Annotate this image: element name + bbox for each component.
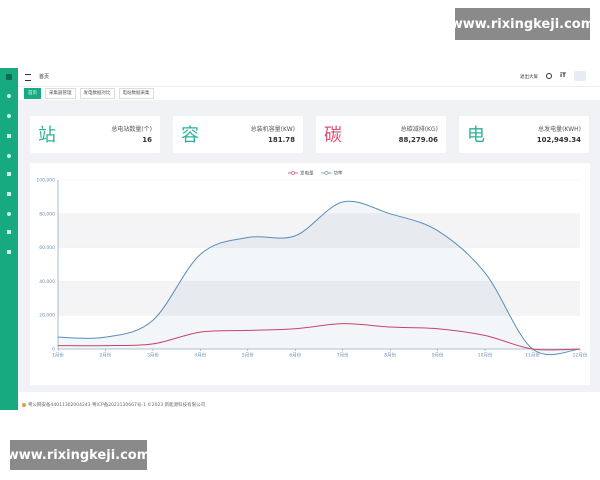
menu-icon[interactable] bbox=[7, 230, 11, 234]
card-icon: 碳 bbox=[324, 125, 342, 146]
tab[interactable]: 发电数据对比 bbox=[79, 88, 115, 99]
footer: 粤公网安备44011302004243 粤ICP备2023130667号-1 ©… bbox=[28, 403, 206, 408]
x-tick-label: 7月份 bbox=[337, 352, 349, 359]
tab[interactable]: 电站数据采集 bbox=[118, 88, 154, 99]
sidebar bbox=[0, 68, 18, 410]
x-tick-label: 1月份 bbox=[52, 352, 64, 359]
chart: 0 20,000 40,000 60,000 80,000 100,000 1月份 2月份 3月… bbox=[36, 170, 588, 359]
card-label: 总发电量(KWH) bbox=[538, 126, 581, 133]
chart-panel: 0 20,000 40,000 60,000 80,000 100,000 1月份 2月份 3月… bbox=[30, 163, 590, 385]
y-tick-label: 0 bbox=[52, 347, 55, 353]
menu-icon[interactable] bbox=[7, 134, 11, 138]
card-value: 181.78 bbox=[267, 136, 295, 144]
menu-icon[interactable] bbox=[7, 250, 11, 254]
x-tick-label: 8月份 bbox=[384, 352, 396, 359]
font-size-button[interactable]: iT bbox=[560, 72, 567, 79]
user-avatar[interactable] bbox=[574, 71, 586, 81]
legend-marker bbox=[291, 171, 295, 175]
footer-icon bbox=[22, 403, 26, 407]
card-icon: 电 bbox=[467, 125, 485, 146]
search-button[interactable] bbox=[546, 73, 552, 79]
grid-band bbox=[58, 247, 580, 282]
menu-icon[interactable] bbox=[7, 114, 11, 118]
menu-icon[interactable] bbox=[7, 212, 11, 216]
breadcrumb[interactable]: 首页 bbox=[39, 74, 50, 80]
x-tick-label: 6月份 bbox=[289, 352, 301, 359]
watermark: www.rixingkeji.com bbox=[7, 440, 150, 470]
legend-label: 发电量 bbox=[300, 170, 314, 177]
fullscreen-button[interactable]: 退出大屏 bbox=[520, 75, 538, 80]
y-tick-label: 100,000 bbox=[36, 178, 55, 184]
logo bbox=[6, 74, 12, 80]
y-tick-label: 20,000 bbox=[39, 313, 55, 319]
x-tick-label: 4月份 bbox=[194, 352, 206, 359]
card-label: 总电站数量(个) bbox=[111, 126, 152, 133]
card-value: 88,279.06 bbox=[398, 136, 438, 144]
legend-label: 功率 bbox=[334, 170, 343, 177]
tab[interactable]: 采集器管理 bbox=[45, 88, 76, 99]
x-tick-label: 2月份 bbox=[100, 352, 112, 359]
card-value: 102,949.34 bbox=[536, 136, 581, 144]
x-tick-label: 10月份 bbox=[478, 352, 493, 359]
y-tick-label: 40,000 bbox=[39, 279, 55, 285]
legend-marker bbox=[324, 171, 329, 175]
area bbox=[58, 201, 580, 355]
x-tick-label: 3月份 bbox=[147, 352, 159, 359]
card-label: 总碳减排(KG) bbox=[400, 126, 438, 133]
line bbox=[57, 323, 581, 351]
stat-card: 容 总装机容量(KW) 181.78 bbox=[173, 116, 303, 153]
menu-icon[interactable] bbox=[7, 172, 11, 176]
card-icon: 站 bbox=[38, 125, 56, 146]
y-tick-label: 80,000 bbox=[39, 211, 55, 217]
card-icon: 容 bbox=[181, 125, 199, 146]
x-tick-label: 9月份 bbox=[432, 352, 444, 359]
menu-icon[interactable] bbox=[7, 192, 11, 196]
grid-band bbox=[58, 213, 580, 248]
collapse-button[interactable] bbox=[25, 74, 31, 81]
line bbox=[57, 200, 581, 356]
menu-icon[interactable] bbox=[7, 154, 11, 158]
stat-card: 电 总发电量(KWH) 102,949.34 bbox=[459, 116, 589, 153]
tab[interactable]: 首页 bbox=[24, 88, 41, 99]
card-label: 总装机容量(KW) bbox=[250, 126, 295, 133]
stat-card: 站 总电站数量(个) 16 bbox=[30, 116, 160, 153]
grid-band bbox=[58, 315, 580, 349]
menu-icon[interactable] bbox=[7, 94, 11, 98]
x-tick-label: 12月份 bbox=[573, 352, 588, 359]
grid-band bbox=[58, 281, 580, 316]
stat-card: 碳 总碳减排(KG) 88,279.06 bbox=[316, 116, 446, 153]
watermark: www.rixingkeji.com bbox=[451, 8, 594, 40]
topbar: 首页 退出大屏 iT bbox=[18, 68, 600, 87]
card-value: 16 bbox=[142, 136, 152, 144]
x-tick-label: 5月份 bbox=[242, 352, 254, 359]
y-tick-label: 60,000 bbox=[39, 245, 55, 251]
x-tick-label: 11月份 bbox=[525, 352, 540, 359]
grid-band bbox=[58, 180, 580, 214]
